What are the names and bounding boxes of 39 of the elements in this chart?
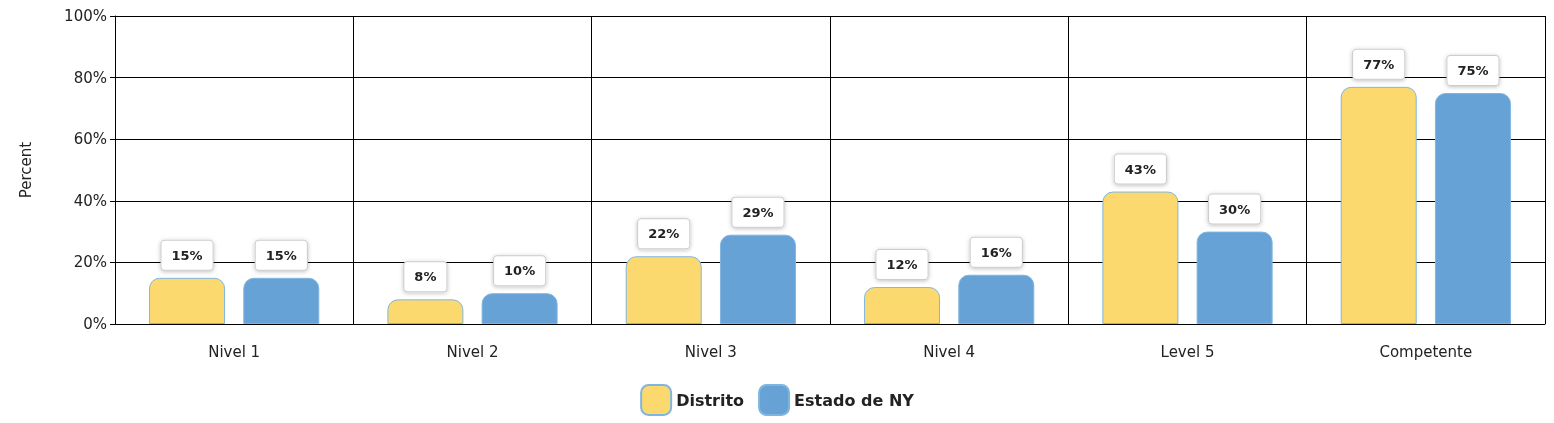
data-label: 43%	[1124, 161, 1156, 177]
bar	[1340, 86, 1417, 324]
x-tick-label: Nivel 2	[446, 342, 499, 361]
bar	[481, 293, 558, 324]
x-tick-label: Nivel 3	[684, 342, 737, 361]
data-label: 12%	[886, 257, 918, 273]
bar	[1434, 93, 1511, 324]
data-label: 15%	[265, 247, 297, 263]
y-tick-label: 20%	[73, 253, 107, 272]
bar	[625, 256, 702, 324]
y-tick-label: 80%	[73, 68, 107, 87]
bar	[149, 277, 226, 324]
bar	[243, 277, 320, 324]
legend-label: Distrito	[676, 390, 745, 410]
data-label: 22%	[648, 226, 680, 242]
y-axis-title: Percent	[16, 141, 35, 199]
bar	[719, 234, 796, 324]
bar	[864, 287, 941, 324]
y-tick-label: 60%	[73, 130, 107, 149]
data-label: 15%	[171, 247, 203, 263]
x-tick-label: Nivel 4	[923, 342, 976, 361]
data-label: 16%	[980, 244, 1012, 260]
data-label: 30%	[1219, 201, 1251, 217]
bar	[958, 274, 1035, 324]
legend-label: Estado de NY	[794, 390, 915, 410]
bar	[1102, 191, 1179, 324]
data-label: 75%	[1457, 63, 1489, 78]
bar	[1196, 231, 1273, 324]
data-label: 29%	[742, 204, 774, 220]
x-tick-label: Competente	[1379, 342, 1473, 361]
y-tick-label: 100%	[64, 7, 107, 25]
x-tick-label: Nivel 1	[208, 342, 261, 361]
data-label: 77%	[1363, 56, 1395, 72]
y-tick-label: 40%	[73, 191, 107, 210]
data-label: 10%	[504, 263, 536, 279]
x-tick-label: Level 5	[1160, 342, 1215, 361]
data-label: 8%	[414, 269, 437, 285]
bar	[387, 299, 464, 324]
y-tick-label: 0%	[83, 315, 107, 333]
